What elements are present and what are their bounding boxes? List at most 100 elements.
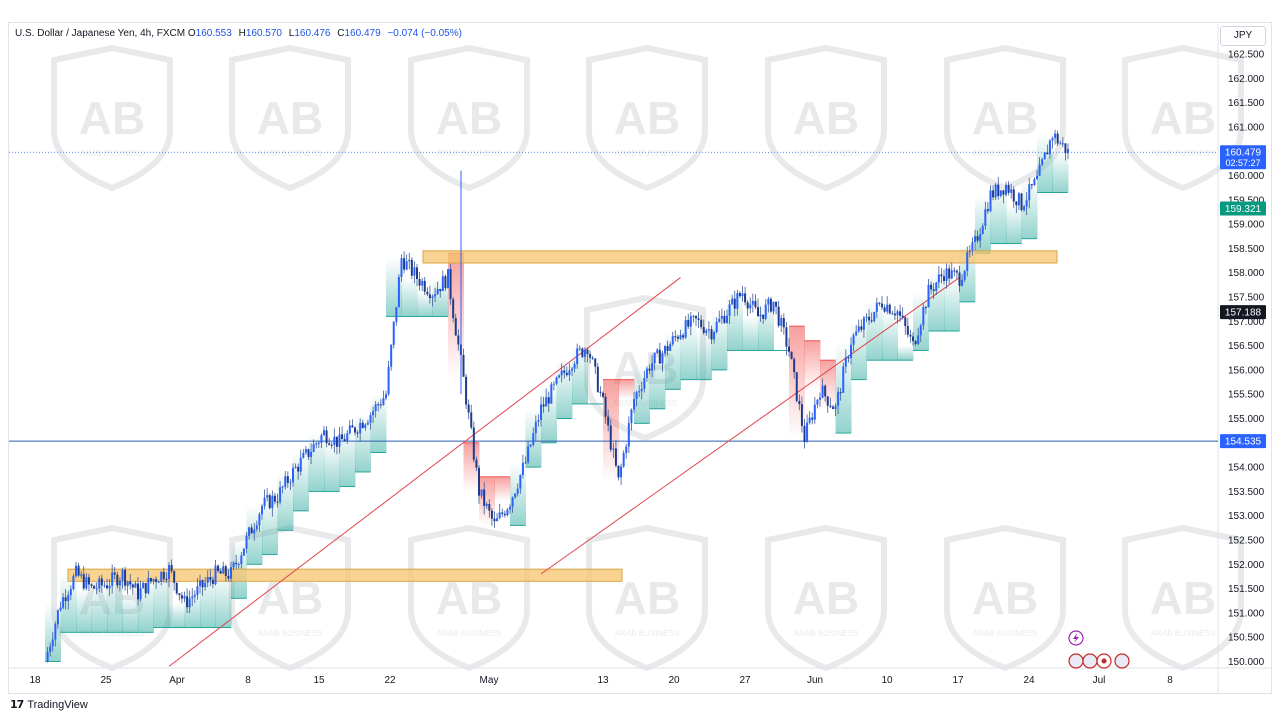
candle-body [914,341,917,344]
candle-body [335,436,338,447]
bull-trend-fill [153,569,170,628]
candle-body [372,411,375,416]
candle-body [454,318,457,336]
x-tick-label: 25 [100,675,112,686]
supply-demand-zone[interactable] [422,250,1058,264]
candle-body [1015,201,1018,206]
candle-body [441,276,444,292]
bull-trend-fill [169,603,185,628]
candle-body [69,589,72,596]
bull-trend-fill [851,321,867,380]
candle-body [1030,184,1033,186]
candle-body [955,270,958,273]
candle-body [527,446,530,463]
candle-body [860,326,863,330]
candle-body [509,506,511,510]
y-tick-label: 157.500 [1228,293,1265,304]
candle-body [1012,189,1015,202]
candle-body [726,315,728,323]
chart-frame [8,22,1272,694]
black-level-label-bg [1220,305,1266,320]
svg-text:ARAB BUSINESS: ARAB BUSINESS [973,149,1037,158]
y-tick-label: 162.000 [1228,74,1265,85]
bull-trend-fill [944,277,960,332]
us-flag-icon[interactable] [1082,653,1098,669]
candle-body [769,298,772,312]
bull-trend-fill [696,331,712,380]
candle-body [162,571,165,580]
lightning-icon[interactable] [1068,630,1084,646]
candle-body [413,267,416,276]
candle-body [713,332,716,340]
candle-body [75,565,77,576]
candle-body [230,567,232,579]
candle-body [77,565,80,576]
candle-body [516,488,519,494]
candle-body [408,259,411,262]
candle-body [400,258,403,277]
candle-body [343,439,346,442]
candle-body [596,366,599,392]
candle-body [418,279,421,286]
candle-body [837,392,840,406]
svg-text:ARAB BUSINESS: ARAB BUSINESS [258,149,322,158]
y-tick-label: 156.500 [1228,341,1265,352]
svg-text:ARAB BUSINESS: ARAB BUSINESS [1151,149,1215,158]
x-tick-label: 8 [245,675,251,686]
candle-body [100,578,103,586]
candle-body [452,299,455,319]
candle-body [436,289,439,295]
svg-text:AB: AB [793,572,859,624]
svg-text:ARAB BUSINESS: ARAB BUSINESS [437,149,501,158]
candle-body [67,595,70,602]
x-tick-label: 22 [384,675,396,686]
candle-body [488,503,491,511]
currency-button[interactable]: JPY [1220,26,1266,46]
candle-body [893,313,896,316]
candle-body [984,209,987,226]
candle-body [485,503,488,506]
candle-body [826,396,829,406]
candle-body [963,270,966,280]
trendline[interactable] [540,277,960,575]
candle-body [87,577,90,585]
us-flag-icon[interactable] [1068,653,1084,669]
candle-body [106,585,108,589]
candle-body [806,422,809,443]
event-icons[interactable] [1066,630,1136,675]
candle-body [1033,179,1036,186]
us-flag-icon[interactable] [1114,653,1130,669]
candle-body [511,497,514,507]
bull-trend-fill [370,394,387,453]
candle-body [674,336,677,338]
candle-body [369,415,372,423]
bull-trend-fill [215,574,232,628]
jp-flag-dot [1101,658,1107,664]
lightning-glyph [1073,633,1079,643]
tradingview-footer[interactable]: 𝟭𝟳 TradingView [10,698,88,712]
trendline[interactable] [168,277,681,667]
candle-body [728,304,731,316]
candle-body [472,427,475,460]
candle-body [170,565,173,572]
candle-body [850,344,852,359]
candle-body [496,518,499,522]
candle-body [989,190,992,212]
candle-body [658,349,661,364]
candle-body [457,335,460,345]
tradingview-logo-icon: 𝟭𝟳 [10,699,24,711]
supply-demand-zone[interactable] [67,568,623,582]
candle-body [147,578,150,594]
candle-body [199,580,201,587]
candle-body [1023,206,1026,211]
bull-trend-fill [665,331,681,390]
y-tick-label: 158.500 [1228,244,1265,255]
candle-body [625,446,628,453]
candle-body [1046,152,1049,155]
bull-trend-fill [711,311,728,370]
candle-body [736,293,739,309]
candle-body [948,268,951,279]
y-tick-label: 157.000 [1228,317,1265,328]
candle-body [131,584,134,588]
